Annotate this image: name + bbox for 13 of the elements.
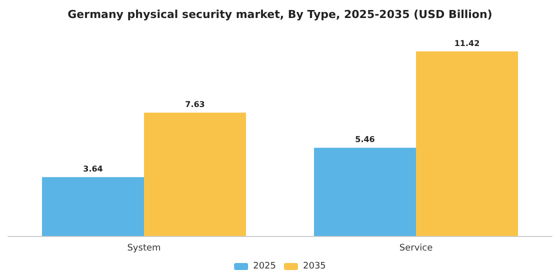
x-tick-label: System (127, 244, 161, 254)
data-label: 11.42 (454, 38, 480, 48)
data-label: 7.63 (185, 100, 205, 110)
chart-title: Germany physical security market, By Type, 2025-2035 (USD Billion) (68, 8, 492, 21)
legend-label: 2025 (253, 262, 276, 272)
data-label: 3.64 (83, 164, 104, 174)
data-label: 5.46 (355, 135, 376, 144)
bar (144, 112, 246, 236)
x-tick-label: Service (399, 244, 434, 254)
bar (42, 177, 144, 236)
bar (314, 148, 416, 236)
legend-label: 2035 (303, 262, 326, 272)
bar (416, 51, 518, 236)
